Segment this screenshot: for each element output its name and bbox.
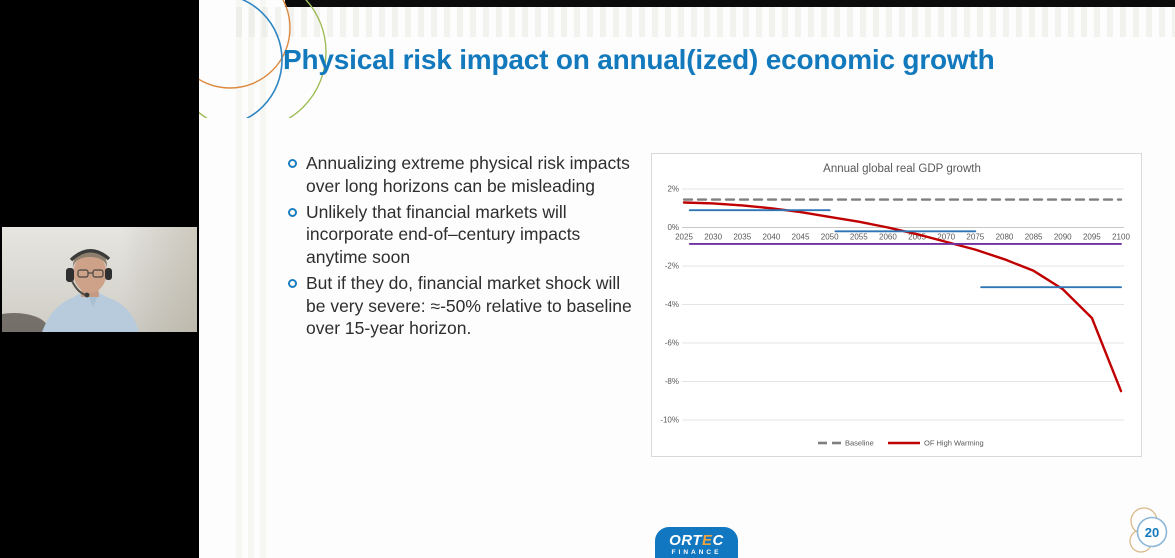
svg-text:2%: 2% (667, 185, 679, 194)
svg-text:2070: 2070 (937, 233, 955, 242)
logo-subtext: FINANCE (671, 549, 722, 556)
top-letterbox-strip (285, 0, 1175, 7)
svg-text:2030: 2030 (704, 233, 722, 242)
svg-text:-8%: -8% (665, 377, 679, 386)
svg-text:2060: 2060 (879, 233, 897, 242)
svg-text:-4%: -4% (665, 300, 679, 309)
svg-text:Annual global real GDP growth: Annual global real GDP growth (823, 163, 981, 175)
bullet-circle-icon (288, 278, 297, 288)
presenter-webcam-video[interactable] (2, 227, 197, 332)
svg-text:2035: 2035 (733, 233, 751, 242)
logo-accent-letter: E (702, 532, 713, 549)
svg-text:0%: 0% (667, 223, 679, 232)
slide-left-texture (230, 0, 268, 558)
svg-text:2075: 2075 (966, 233, 984, 242)
gdp-chart-canvas: Annual global real GDP growth 2% 0% -2% -4% -… (660, 163, 1130, 448)
bullet-circle-icon (288, 207, 297, 217)
bullet-text: Annualizing extreme physical risk impact… (306, 153, 630, 196)
headset-earcup-right (105, 268, 112, 280)
shirt (42, 293, 139, 332)
headset-mic-tip (84, 292, 90, 298)
svg-text:-6%: -6% (665, 339, 679, 348)
bullet-text: Unlikely that financial markets will inc… (306, 201, 581, 268)
bullet-text: But if they do, financial market shock w… (306, 272, 632, 339)
logo-brand-text: ORTEC (669, 532, 724, 549)
chair-shadow (2, 313, 48, 332)
bullet-item: But if they do, financial market shock w… (288, 272, 636, 340)
svg-text:2090: 2090 (1054, 233, 1072, 242)
svg-text:-2%: -2% (665, 262, 679, 271)
bullet-list: Annualizing extreme physical risk impact… (288, 152, 636, 343)
slide-title: Physical risk impact on annual(ized) eco… (283, 44, 995, 75)
svg-text:2040: 2040 (763, 233, 781, 242)
left-black-column (0, 0, 199, 558)
bullet-item: Unlikely that financial markets will inc… (288, 201, 636, 269)
glasses (77, 269, 104, 278)
svg-text:2095: 2095 (1083, 233, 1101, 242)
svg-text:2050: 2050 (821, 233, 839, 242)
page-number: 20 (1145, 525, 1159, 540)
svg-text:-10%: -10% (660, 416, 679, 425)
svg-text:2085: 2085 (1025, 233, 1043, 242)
presentation-slide: Physical risk impact on annual(ized) eco… (199, 0, 1175, 558)
svg-text:2045: 2045 (792, 233, 810, 242)
presenter-person (42, 249, 139, 332)
svg-text:2080: 2080 (996, 233, 1014, 242)
slide-top-texture (229, 7, 1175, 37)
ortec-finance-logo: ORTEC FINANCE (655, 527, 738, 558)
badge-ring-blue (1136, 516, 1168, 548)
presenter-illustration (2, 227, 197, 332)
page-number-badge: 20 (1129, 507, 1168, 553)
gdp-growth-chart: Annual global real GDP growth 2% 0% -2% -4% -… (651, 153, 1142, 457)
headset-band (69, 249, 111, 262)
svg-text:2025: 2025 (675, 233, 693, 242)
svg-text:2055: 2055 (850, 233, 868, 242)
decorative-circles-icon (199, 0, 327, 118)
wall-shadow (122, 227, 197, 332)
bullet-item: Annualizing extreme physical risk impact… (288, 152, 636, 198)
svg-text:2065: 2065 (908, 233, 926, 242)
bullet-circle-icon (288, 159, 297, 168)
svg-text:2100: 2100 (1112, 233, 1130, 242)
headset-earcup-left (66, 268, 74, 282)
svg-text:OF High Warming: OF High Warming (924, 439, 984, 448)
svg-text:Baseline: Baseline (845, 439, 874, 448)
